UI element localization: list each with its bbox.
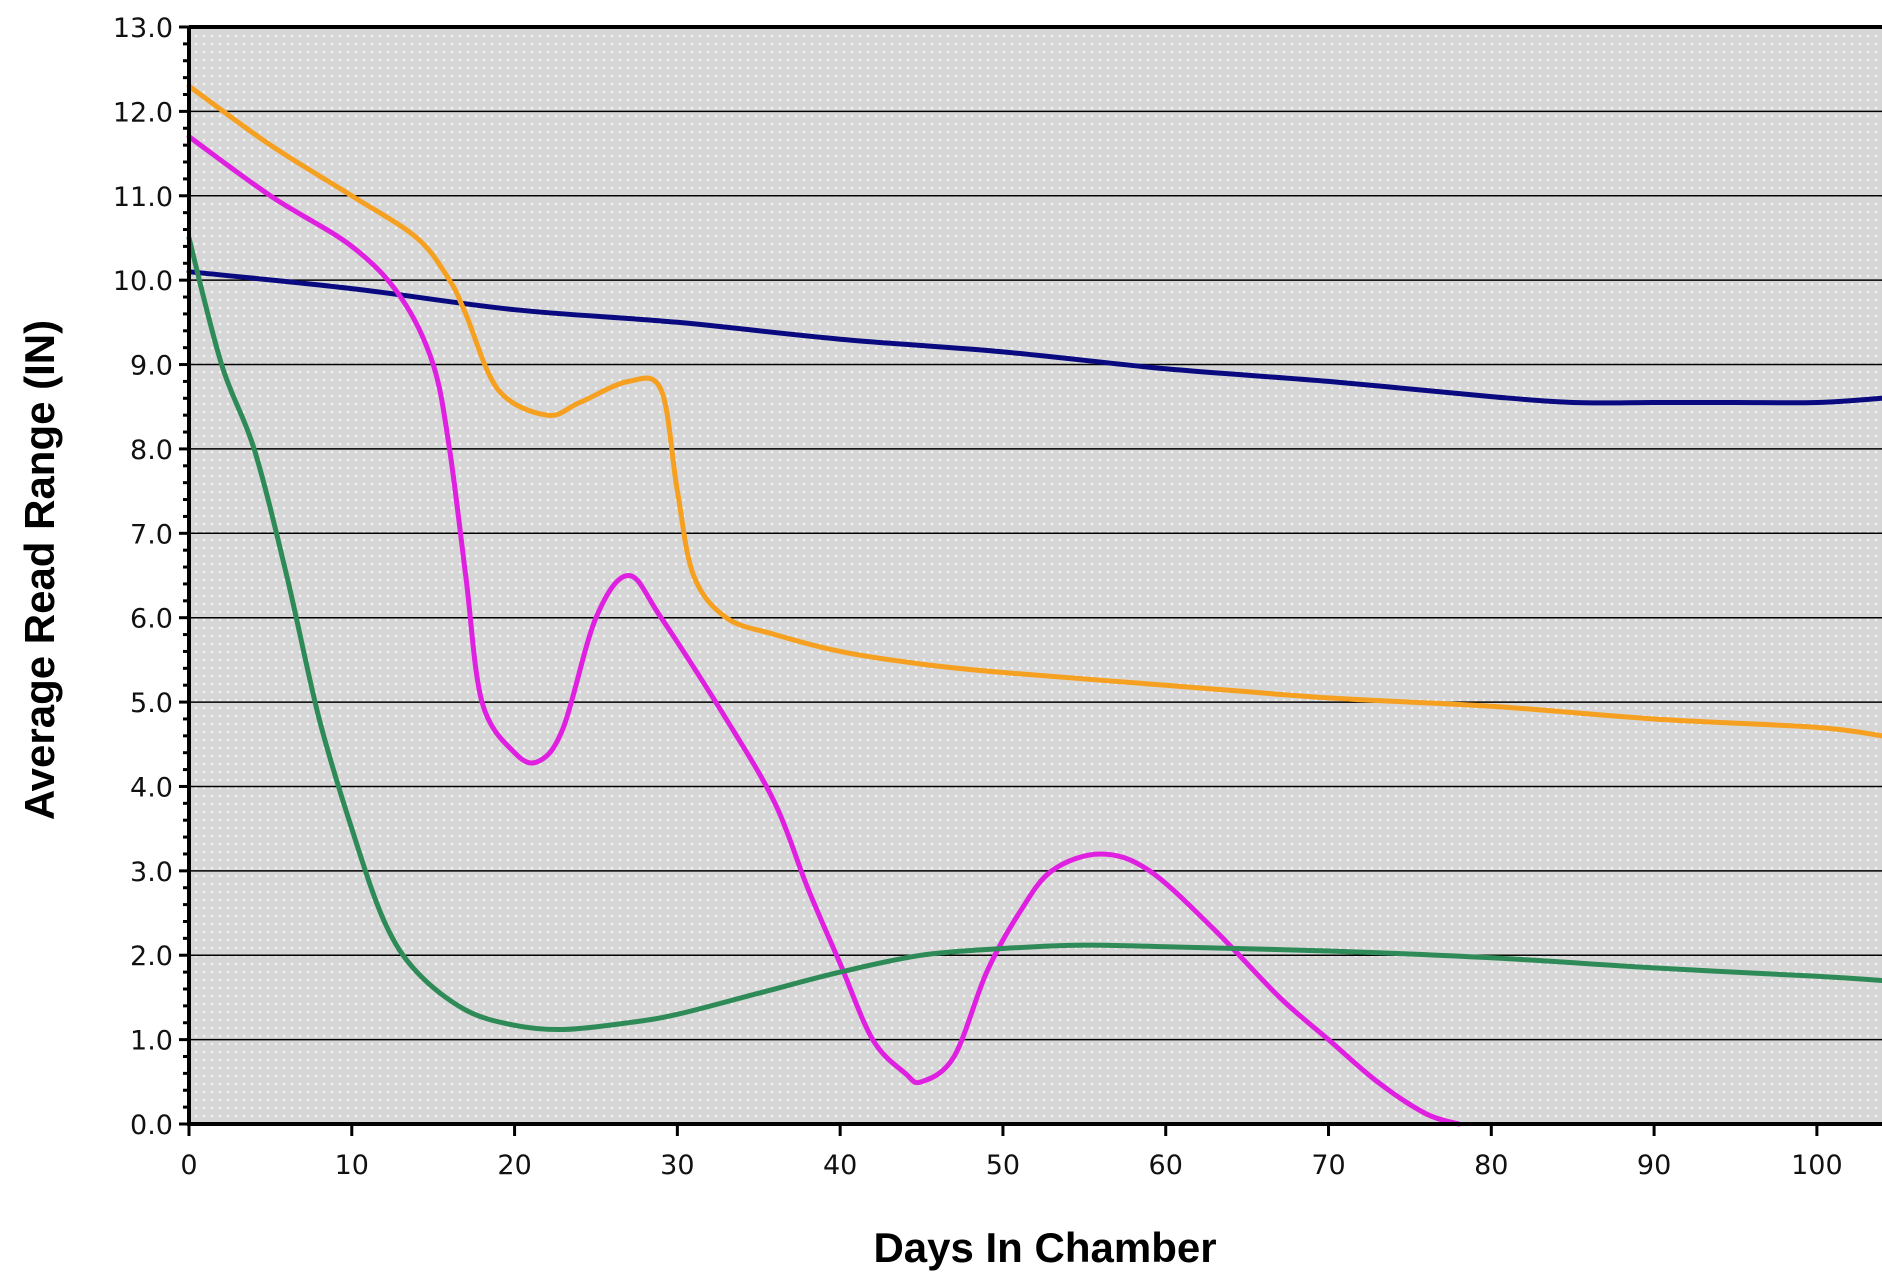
- x-tick-label: 50: [986, 1150, 1020, 1181]
- y-tick-label: 11.0: [113, 182, 173, 213]
- x-axis-ticks: 0 10 20 30 40 50 60 70 80 90 100: [180, 1124, 1843, 1181]
- y-tick-label: 6.0: [130, 604, 173, 635]
- plot-area: [189, 27, 1882, 1124]
- y-tick-label: 13.0: [113, 13, 173, 44]
- y-tick-label: 3.0: [130, 857, 173, 888]
- y-tick-label: 10.0: [113, 266, 173, 297]
- series-line-1: [186, 269, 1882, 406]
- y-axis-title: Average Read Range (IN): [16, 320, 63, 820]
- x-tick-label: 20: [497, 1150, 531, 1181]
- series-line-4: [186, 235, 1882, 1033]
- series-line-2: [186, 83, 1882, 739]
- y-tick-label: 5.0: [130, 688, 173, 719]
- x-tick-label: 40: [823, 1150, 857, 1181]
- x-tick-label: 100: [1791, 1150, 1843, 1181]
- x-axis-title: Days In Chamber: [873, 1224, 1216, 1271]
- x-tick-label: 70: [1311, 1150, 1345, 1181]
- y-tick-label: 4.0: [130, 772, 173, 803]
- y-tick-label: 1.0: [130, 1026, 173, 1057]
- y-tick-label: 0.0: [130, 1110, 173, 1141]
- x-tick-label: 90: [1637, 1150, 1671, 1181]
- y-tick-label: 8.0: [130, 435, 173, 466]
- y-tick-label: 9.0: [130, 351, 173, 382]
- y-tick-label: 2.0: [130, 941, 173, 972]
- x-tick-label: 0: [180, 1150, 197, 1181]
- x-tick-label: 30: [660, 1150, 694, 1181]
- y-axis-ticks: 0.0 1.0 2.0 3.0 4.0 5.0 6.0 7.0 8.0 9.0 10.0 11.0 12…: [113, 13, 189, 1141]
- x-tick-label: 10: [335, 1150, 369, 1181]
- series-lines: [186, 83, 1882, 1127]
- y-tick-label: 12.0: [113, 97, 173, 128]
- x-tick-label: 80: [1474, 1150, 1508, 1181]
- series-line-3: [186, 134, 1462, 1127]
- axes: [187, 25, 1882, 1126]
- x-tick-label: 60: [1149, 1150, 1183, 1181]
- y-tick-label: 7.0: [130, 519, 173, 550]
